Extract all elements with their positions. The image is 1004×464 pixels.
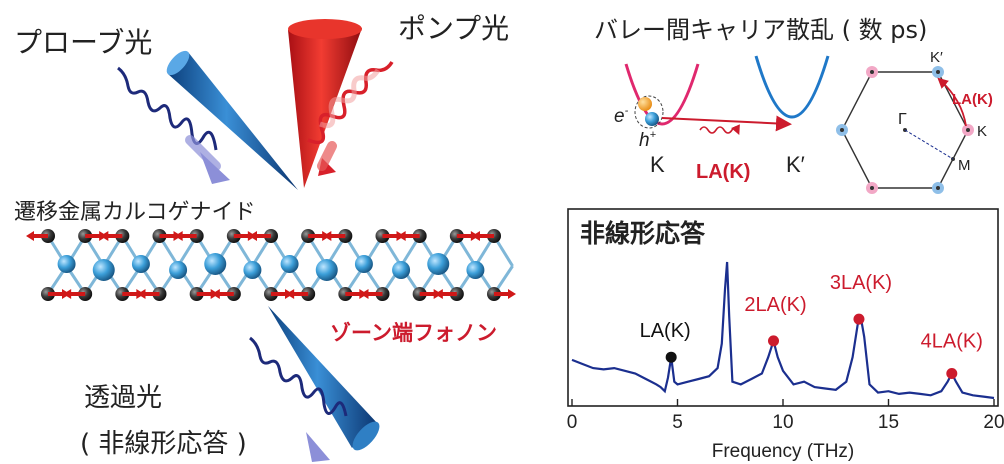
probe-label: プローブ光 bbox=[14, 26, 152, 59]
valley-Kp-band bbox=[754, 55, 830, 119]
peak-label: LA(K) bbox=[640, 320, 691, 342]
peak-label: 3LA(K) bbox=[830, 272, 892, 294]
peak-marker bbox=[946, 368, 958, 380]
pump-beam-cone bbox=[288, 19, 362, 188]
scattering-title: バレー間キャリア散乱 ( 数 ps) bbox=[594, 16, 927, 44]
hole-label: h+ bbox=[639, 129, 657, 151]
x-tick-label: 15 bbox=[878, 412, 899, 433]
hole-ball bbox=[645, 112, 659, 126]
peak-label: 4LA(K) bbox=[921, 331, 983, 353]
phonon-displacement-arrows bbox=[26, 231, 516, 299]
electron-label: e- bbox=[614, 105, 629, 127]
spectrum-frame bbox=[567, 208, 999, 407]
bz-m-label: M bbox=[958, 157, 971, 174]
peak-marker bbox=[665, 351, 677, 363]
x-tick-label: 20 bbox=[983, 412, 1004, 433]
bz-la-label: LA(K) bbox=[952, 91, 993, 108]
x-axis-label: Frequency (THz) bbox=[712, 441, 855, 462]
tmd-crystal-lattice bbox=[26, 229, 516, 301]
peak-marker bbox=[768, 335, 780, 347]
probe-beam-cone bbox=[166, 50, 298, 190]
nonlinear-label: ( 非線形応答 ) bbox=[80, 429, 247, 459]
bz-gamma-label: Γ bbox=[898, 111, 907, 128]
valley-K-band bbox=[624, 63, 700, 126]
valley-Kp-label: K′ bbox=[786, 152, 805, 177]
pump-label: ポンプ光 bbox=[398, 12, 509, 45]
probe-wave bbox=[117, 66, 230, 184]
brillouin-zone bbox=[836, 66, 974, 194]
x-tick-label: 5 bbox=[672, 412, 683, 433]
exciton-outline bbox=[634, 95, 664, 129]
spectrum-chart: 0 5 10 15 20 LA(K) 2LA(K) 3LA(K) 4LA(K) bbox=[567, 261, 1004, 433]
bz-kprime-label: K′ bbox=[930, 49, 943, 66]
la-phonon-label: LA(K) bbox=[696, 161, 750, 183]
transmitted-beam-cone bbox=[268, 306, 380, 451]
spectrum-line bbox=[571, 261, 995, 400]
bz-k-label: K bbox=[977, 123, 987, 140]
transmitted-label: 透過光 bbox=[84, 383, 162, 413]
spectrum-title: 非線形応答 bbox=[580, 219, 706, 248]
pump-wave bbox=[307, 61, 394, 176]
transmitted-wave bbox=[249, 336, 348, 462]
x-tick-label: 0 bbox=[567, 412, 578, 433]
peak-label: 2LA(K) bbox=[744, 294, 806, 316]
electron-ball bbox=[638, 97, 652, 111]
phonon-label: ゾーン端フォノン bbox=[330, 321, 497, 345]
metal-atoms bbox=[57, 253, 485, 281]
valley-K-label: K bbox=[650, 152, 665, 177]
phonon-wiggle bbox=[699, 124, 740, 135]
peak-marker bbox=[853, 313, 865, 325]
material-label: 遷移金属カルコゲナイド bbox=[14, 200, 256, 225]
x-tick-label: 10 bbox=[772, 412, 793, 433]
scattering-arrow bbox=[661, 115, 792, 132]
